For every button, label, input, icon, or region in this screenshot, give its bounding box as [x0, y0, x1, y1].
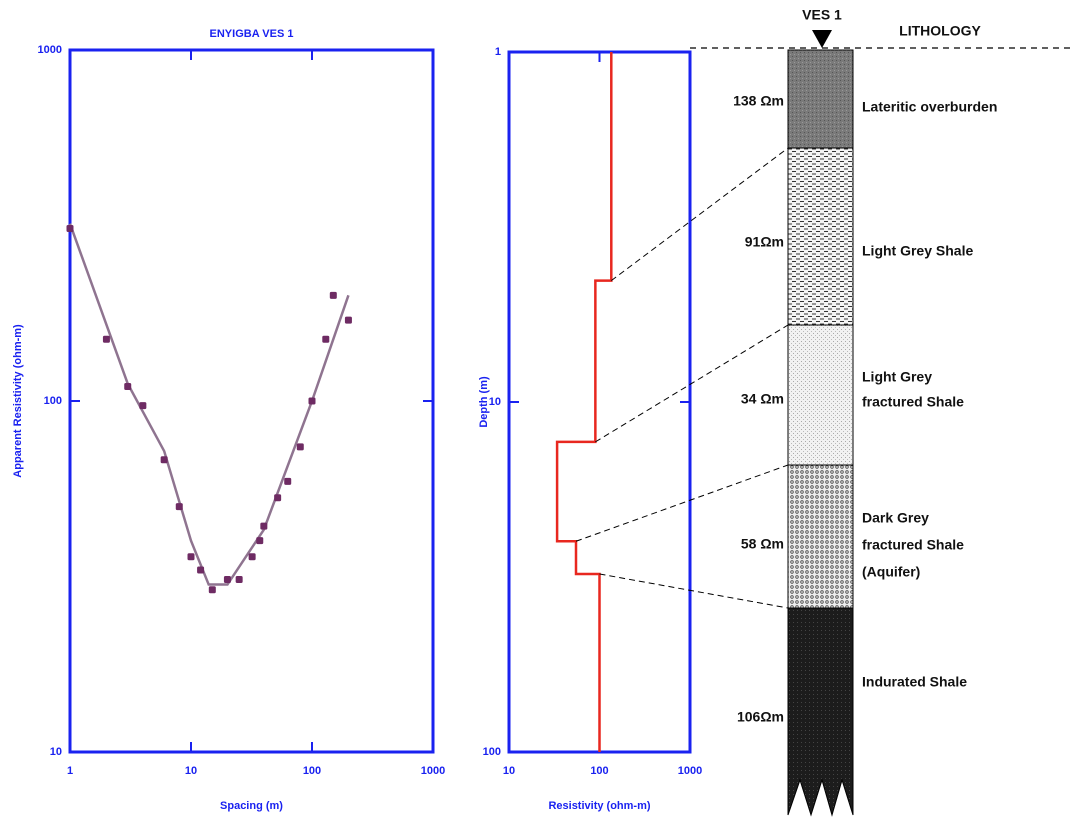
data-point: [256, 537, 264, 545]
chart: ENYIGBA VES 1 1 10 100 1000 10 100 1000 Spacing …: [12, 28, 445, 812]
x-axis-label: Resistivity (ohm-m): [548, 800, 650, 812]
x-tick-label: 1000: [678, 765, 702, 777]
y-tick-label: 1000: [38, 44, 62, 56]
data-point: [223, 576, 231, 584]
data-point: [102, 335, 110, 343]
data-point: [175, 503, 183, 511]
layer-description: Light Grey: [862, 369, 932, 385]
layer-resistivity: 34 Ωm: [741, 391, 784, 407]
layer-description: (Aquifer): [862, 564, 920, 580]
data-point: [187, 553, 195, 561]
layer-resistivity: 138 Ωm: [733, 93, 784, 109]
data-point: [66, 225, 74, 233]
data-point: [308, 397, 316, 405]
layer-description: fractured Shale: [862, 394, 964, 410]
data-point: [329, 291, 337, 299]
data-point: [274, 494, 282, 502]
lithology-layer: [787, 324, 854, 466]
data-point: [208, 586, 216, 594]
lithology-title: LITHOLOGY: [899, 23, 981, 39]
correlation-line: [595, 324, 789, 443]
layer-resistivity: 106Ωm: [737, 709, 784, 725]
data-point: [248, 553, 256, 561]
data-point: [160, 456, 168, 464]
y-tick-label: 100: [44, 395, 62, 407]
y-tick-label: 10: [50, 746, 62, 758]
lithology-layer: [787, 464, 854, 609]
data-point: [322, 335, 330, 343]
plot-frame: [68, 48, 435, 754]
data-point: [124, 382, 132, 390]
correlation-line: [575, 464, 789, 542]
correlation-line: [599, 573, 789, 609]
x-tick-label: 10: [185, 765, 197, 777]
data-point: [344, 316, 352, 324]
y-axis-label: Depth (m): [478, 376, 490, 428]
y-tick-label: 100: [483, 746, 501, 758]
lithology-layer: [787, 147, 854, 326]
ves-marker: [812, 30, 832, 48]
data-point: [197, 566, 205, 574]
data-point: [235, 576, 243, 584]
data-point: [296, 443, 304, 451]
y-tick-label: 1: [495, 46, 501, 58]
layer-description: fractured Shale: [862, 537, 964, 553]
x-axis-label: Spacing (m): [220, 800, 283, 812]
layer-description: Dark Grey: [862, 510, 929, 526]
correlation-line: [610, 147, 789, 282]
data-point: [284, 477, 292, 485]
layer-description: Light Grey Shale: [862, 243, 973, 259]
data-point: [139, 402, 147, 410]
x-tick-label: 1000: [421, 765, 445, 777]
ves-marker-label: VES 1: [802, 7, 842, 23]
resistivity-model: [555, 52, 613, 752]
layer-description: Lateritic overburden: [862, 99, 997, 115]
x-tick-label: 1: [67, 765, 73, 777]
y-axis-label: Apparent Resistivity (ohm-m): [12, 324, 24, 478]
y-tick-label: 10: [489, 396, 501, 408]
layer-resistivity: 58 Ωm: [741, 536, 784, 552]
layer-resistivity: 91Ωm: [745, 234, 784, 250]
layer-description: Indurated Shale: [862, 674, 967, 690]
x-tick-label: 100: [303, 765, 321, 777]
fit-curve: [68, 223, 350, 586]
lithology-layer: [787, 607, 854, 817]
chart-title: ENYIGBA VES 1: [210, 28, 294, 40]
data-point: [260, 522, 268, 530]
lithology-layer: [787, 49, 854, 149]
x-tick-label: 10: [503, 765, 515, 777]
x-tick-label: 100: [590, 765, 608, 777]
